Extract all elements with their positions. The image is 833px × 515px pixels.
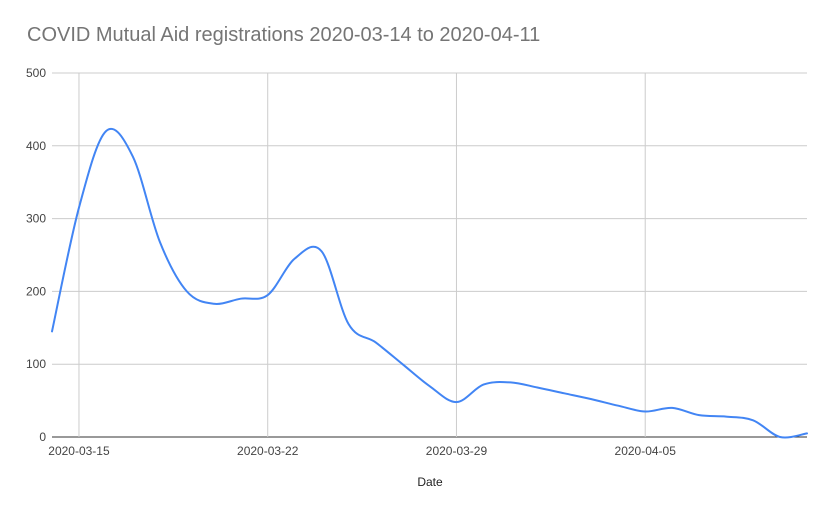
x-axis-ticks: 2020-03-15 2020-03-22 2020-03-29 2020-04-05 bbox=[48, 444, 676, 458]
data-point bbox=[535, 385, 539, 389]
data-point bbox=[50, 329, 54, 333]
x-tick-label: 2020-03-22 bbox=[237, 444, 299, 458]
data-point bbox=[347, 322, 351, 326]
y-tick-label: 100 bbox=[26, 357, 46, 371]
y-axis-ticks: 0 100 200 300 400 500 bbox=[26, 66, 46, 444]
gridlines bbox=[52, 72, 807, 438]
data-point bbox=[562, 391, 566, 395]
data-point bbox=[751, 418, 755, 422]
data-point bbox=[805, 431, 809, 435]
data-point bbox=[697, 413, 701, 417]
chart-title: COVID Mutual Aid registrations 2020-03-1… bbox=[27, 24, 541, 46]
x-axis-title: Date bbox=[417, 475, 443, 489]
data-point bbox=[158, 240, 162, 244]
data-point bbox=[643, 410, 647, 414]
data-point bbox=[616, 404, 620, 408]
series-line bbox=[51, 128, 808, 439]
data-point bbox=[293, 257, 297, 261]
data-point bbox=[131, 155, 135, 159]
y-tick-label: 300 bbox=[26, 212, 46, 226]
data-point bbox=[454, 400, 458, 404]
data-point bbox=[778, 435, 782, 439]
data-point bbox=[77, 206, 81, 210]
data-point bbox=[239, 297, 243, 301]
data-point bbox=[670, 406, 674, 410]
x-tick-label: 2020-04-05 bbox=[615, 444, 677, 458]
data-point bbox=[401, 362, 405, 366]
data-point bbox=[428, 384, 432, 388]
data-point bbox=[589, 397, 593, 401]
data-point bbox=[320, 249, 324, 253]
y-tick-label: 500 bbox=[26, 66, 46, 80]
data-point bbox=[508, 380, 512, 384]
series-layer bbox=[50, 128, 809, 439]
data-point bbox=[374, 340, 378, 344]
data-point bbox=[185, 289, 189, 293]
data-point bbox=[212, 302, 216, 306]
data-point bbox=[481, 383, 485, 387]
x-tick-label: 2020-03-15 bbox=[48, 444, 110, 458]
y-tick-label: 200 bbox=[26, 284, 46, 298]
y-tick-label: 400 bbox=[26, 139, 46, 153]
data-point bbox=[104, 129, 108, 133]
data-point bbox=[266, 293, 270, 297]
data-point bbox=[724, 415, 728, 419]
x-tick-label: 2020-03-29 bbox=[426, 444, 488, 458]
y-tick-label: 0 bbox=[39, 430, 46, 444]
